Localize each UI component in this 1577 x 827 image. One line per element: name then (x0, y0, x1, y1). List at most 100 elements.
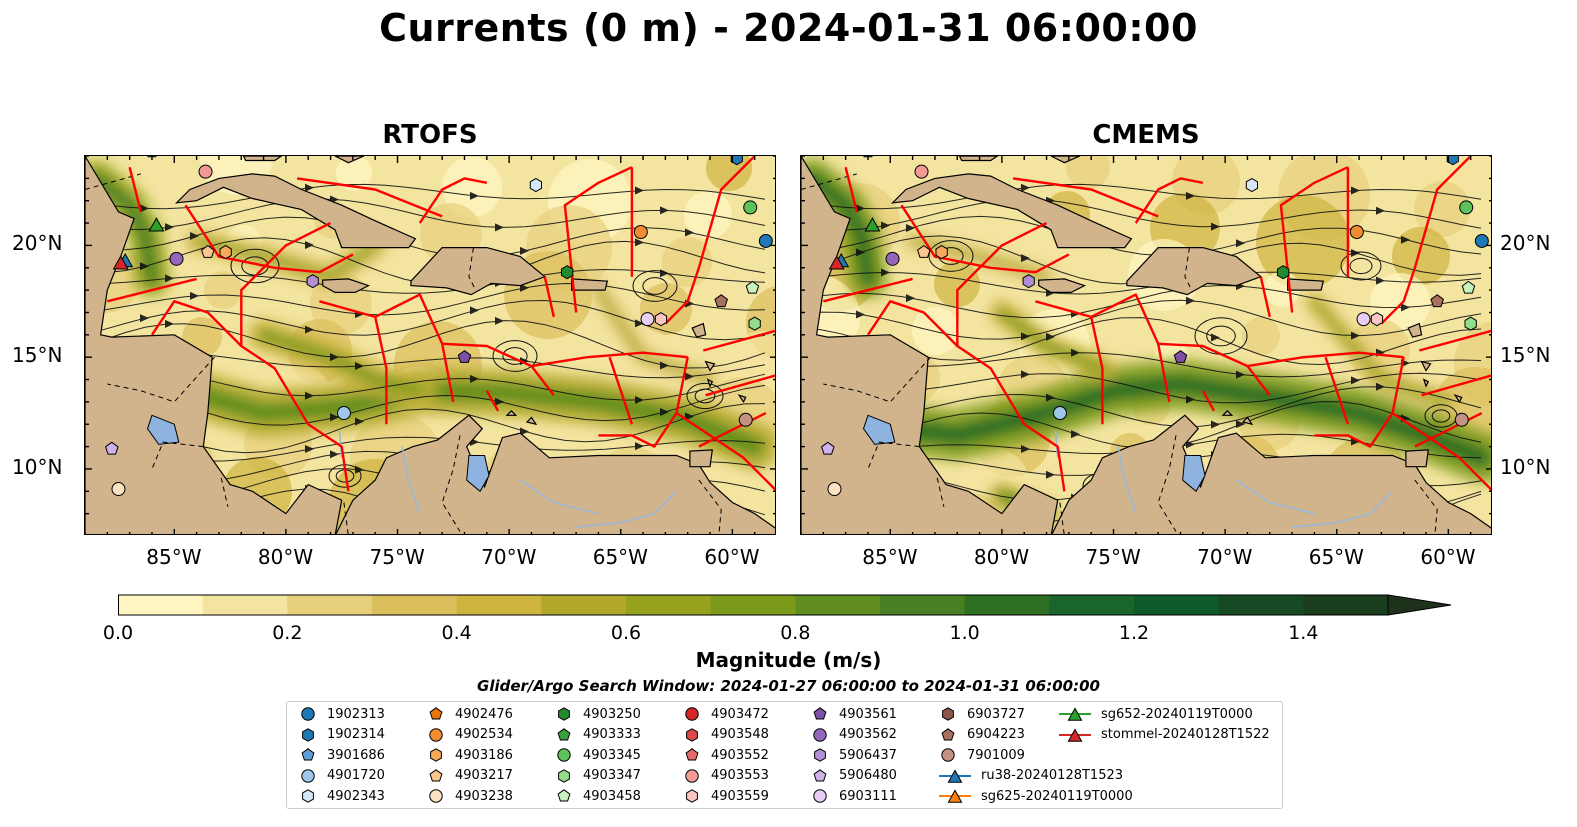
float-marker-5906480 (821, 441, 835, 455)
colorbar-segment (964, 595, 1050, 615)
legend-item: 4903562 (809, 725, 897, 745)
colorbar-tick-label: 1.2 (1118, 622, 1150, 644)
lon-tick-label: 85°W (146, 545, 202, 569)
hexagon-marker-icon (558, 768, 570, 783)
pentagon-marker-icon (813, 707, 827, 720)
circle-marker-icon (301, 707, 315, 721)
colorbar-gradient (118, 594, 1452, 616)
legend-label: 6903727 (967, 706, 1025, 722)
pentagon-marker-icon (685, 748, 699, 761)
legend-item: sg625-20240119T0000 (937, 786, 1133, 806)
legend-item: 4903553 (681, 766, 769, 786)
legend-item: 4903333 (553, 725, 641, 745)
colorbar-tick-label: 0.0 (102, 622, 134, 644)
legend-item: 4903250 (553, 704, 641, 724)
float-marker-4903345 (743, 200, 758, 215)
float-marker-4903553 (914, 164, 929, 179)
legend-label: 4903562 (839, 727, 897, 742)
float-marker-4903217 (917, 244, 931, 258)
float-marker-4903562 (169, 251, 184, 266)
legend-item: 4903548 (681, 725, 769, 745)
panel-title-rtofs: RTOFS (382, 120, 478, 150)
float-marker-4901720 (1052, 406, 1067, 421)
float-marker-stommel-20240128T1522 (828, 255, 845, 270)
float-marker-6903111 (1356, 312, 1371, 327)
legend-item: stommel-20240128T1522 (1057, 725, 1270, 745)
lon-tick-label: 70°W (1197, 545, 1253, 569)
hexagon-marker-icon (686, 789, 698, 803)
float-marker-4903458 (745, 280, 760, 294)
legend-label: 4903548 (711, 727, 769, 742)
float-marker-4902343 (1245, 178, 1258, 193)
circle-marker-icon (813, 727, 827, 742)
float-marker-4903562 (885, 251, 900, 266)
float-marker-6903111 (640, 312, 655, 327)
figure-title: Currents (0 m) - 2024-01-31 06:00:00 (379, 6, 1198, 50)
legend-item: 4903559 (681, 786, 769, 806)
colorbar-segment (541, 595, 627, 615)
colorbar (118, 594, 1453, 616)
colorbar-tick-label: 1.0 (949, 622, 980, 644)
legend-item: 3901686 (297, 745, 385, 765)
legend-label: sg625-20240119T0000 (981, 788, 1133, 804)
legend-label: 4903472 (711, 706, 769, 722)
legend-label: 4903458 (583, 788, 641, 804)
float-marker-4903250 (1277, 265, 1290, 280)
lon-tick-label: 80°W (257, 545, 314, 569)
circle-marker-icon (429, 727, 443, 742)
map-panel-cmems (800, 155, 1492, 535)
legend-label: ru38-20240128T1523 (981, 768, 1124, 783)
legend-item: 4903238 (425, 786, 513, 806)
legend-label: stommel-20240128T1522 (1101, 727, 1270, 742)
legend-item: 4903472 (681, 704, 769, 724)
colorbar-tick-label: 0.6 (610, 622, 642, 644)
float-marker-4903186 (935, 245, 948, 260)
float-marker-4903553 (198, 164, 213, 179)
glider-track-icon (939, 768, 971, 783)
legend-item: 4902476 (425, 704, 513, 724)
float-marker-4903238 (111, 482, 126, 497)
map-panel-rtofs (84, 155, 776, 535)
colorbar-segment (710, 595, 796, 615)
lat-tick-label-left: 15°N (12, 343, 63, 368)
glider-track-icon (1059, 707, 1091, 721)
glider-track-icon (939, 789, 971, 803)
float-marker-7901009 (738, 412, 753, 427)
pentagon-marker-icon (557, 789, 571, 802)
float-marker-stommel-20240128T1522 (112, 255, 129, 270)
float-marker-5906437 (306, 274, 319, 289)
hexagon-marker-icon (302, 727, 314, 742)
legend-item: sg652-20240119T0000 (1057, 704, 1253, 724)
float-marker-6904223 (1430, 294, 1444, 308)
legend-item: ru38-20240128T1523 (937, 766, 1123, 786)
lon-tick-label: 60°W (1420, 545, 1476, 569)
legend-label: 1902313 (327, 706, 385, 722)
land (801, 156, 1491, 534)
float-marker-4903217 (201, 244, 215, 258)
pentagon-marker-icon (557, 727, 571, 740)
legend-label: 4903553 (711, 768, 769, 783)
legend-label: 4902534 (455, 727, 513, 742)
legend-item: 1902313 (297, 704, 385, 724)
legend-item: 7901009 (937, 745, 1025, 765)
legend-item: 4903345 (553, 745, 641, 765)
panel-title-cmems: CMEMS (1092, 120, 1200, 150)
legend-label: 4903561 (839, 706, 897, 722)
colorbar-segment (795, 595, 881, 615)
float-marker-4902534 (1349, 225, 1364, 239)
glider-track-icon (1059, 727, 1091, 742)
hexagon-marker-icon (686, 727, 698, 742)
legend-label: 4903559 (711, 788, 769, 804)
legend-label: 4903238 (455, 788, 513, 804)
legend-item: 1902314 (297, 725, 385, 745)
legend-item: 4903552 (681, 745, 769, 765)
pentagon-marker-icon (301, 748, 315, 761)
legend-item: 4901720 (297, 766, 385, 786)
legend-item: 6903111 (809, 786, 897, 806)
lon-tick-label: 80°W (973, 545, 1030, 569)
hexagon-marker-icon (430, 748, 442, 762)
legend-label: 4903552 (711, 747, 769, 763)
float-marker-4903561 (1173, 350, 1188, 363)
float-marker-1902314 (730, 156, 743, 166)
float-marker-4903250 (561, 265, 574, 280)
